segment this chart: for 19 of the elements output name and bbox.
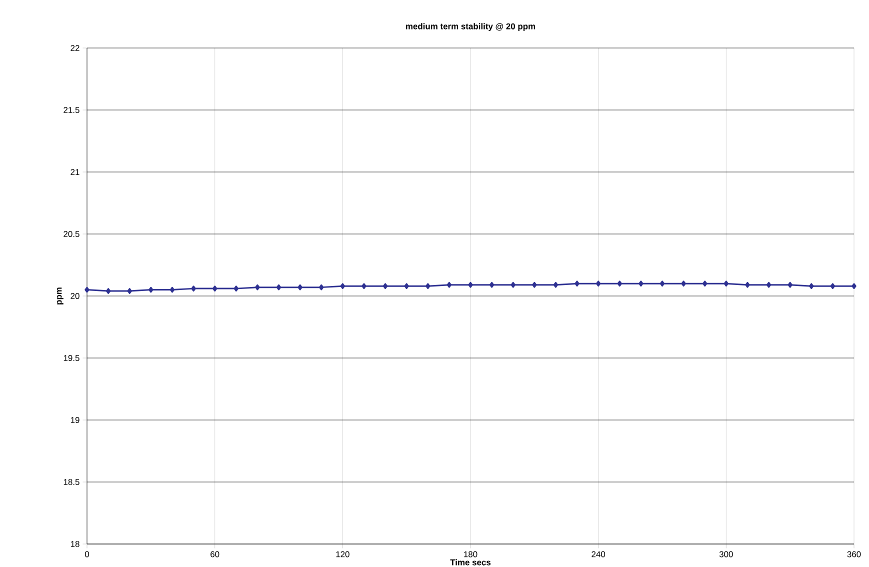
x-tick-label: 120 <box>336 551 350 558</box>
y-tick-label: 21.5 <box>64 107 80 113</box>
y-tick-label: 19 <box>70 417 80 423</box>
y-tick-label: 19.5 <box>64 355 80 361</box>
x-tick-label: 60 <box>210 551 220 558</box>
x-tick-label: 240 <box>592 551 606 558</box>
x-tick-label: 0 <box>84 551 90 558</box>
y-tick-label: 18.5 <box>64 479 80 485</box>
y-tick-label: 22 <box>70 45 80 51</box>
y-axis-title: ppm <box>57 288 64 304</box>
x-tick-label: 360 <box>847 551 861 558</box>
y-tick-label: 20.5 <box>64 231 80 237</box>
y-tick-label: 18 <box>70 541 80 547</box>
y-tick-label: 21 <box>70 169 80 175</box>
x-axis-title: Time secs <box>450 559 491 566</box>
x-tick-label: 180 <box>464 551 478 558</box>
y-tick-label: 20 <box>70 293 80 299</box>
chart-title: medium term stability @ 20 ppm <box>406 23 536 31</box>
x-tick-label: 300 <box>719 551 733 558</box>
